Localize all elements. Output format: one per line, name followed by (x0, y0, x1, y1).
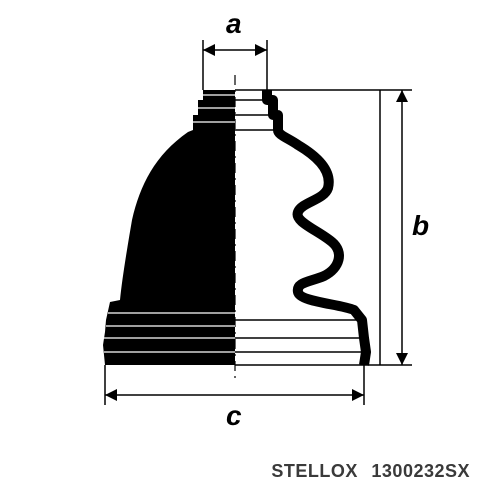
technical-drawing: a b c (40, 20, 430, 420)
part-number: 1300232SX (371, 461, 470, 481)
brand-name: STELLOX (271, 461, 358, 481)
brand-footer: STELLOX 1300232SX (271, 461, 470, 482)
boot-cross-section (40, 20, 430, 420)
dim-label-a: a (226, 8, 242, 40)
dimension-b (380, 90, 412, 365)
dim-label-c: c (226, 400, 242, 432)
dim-label-b: b (412, 210, 429, 242)
